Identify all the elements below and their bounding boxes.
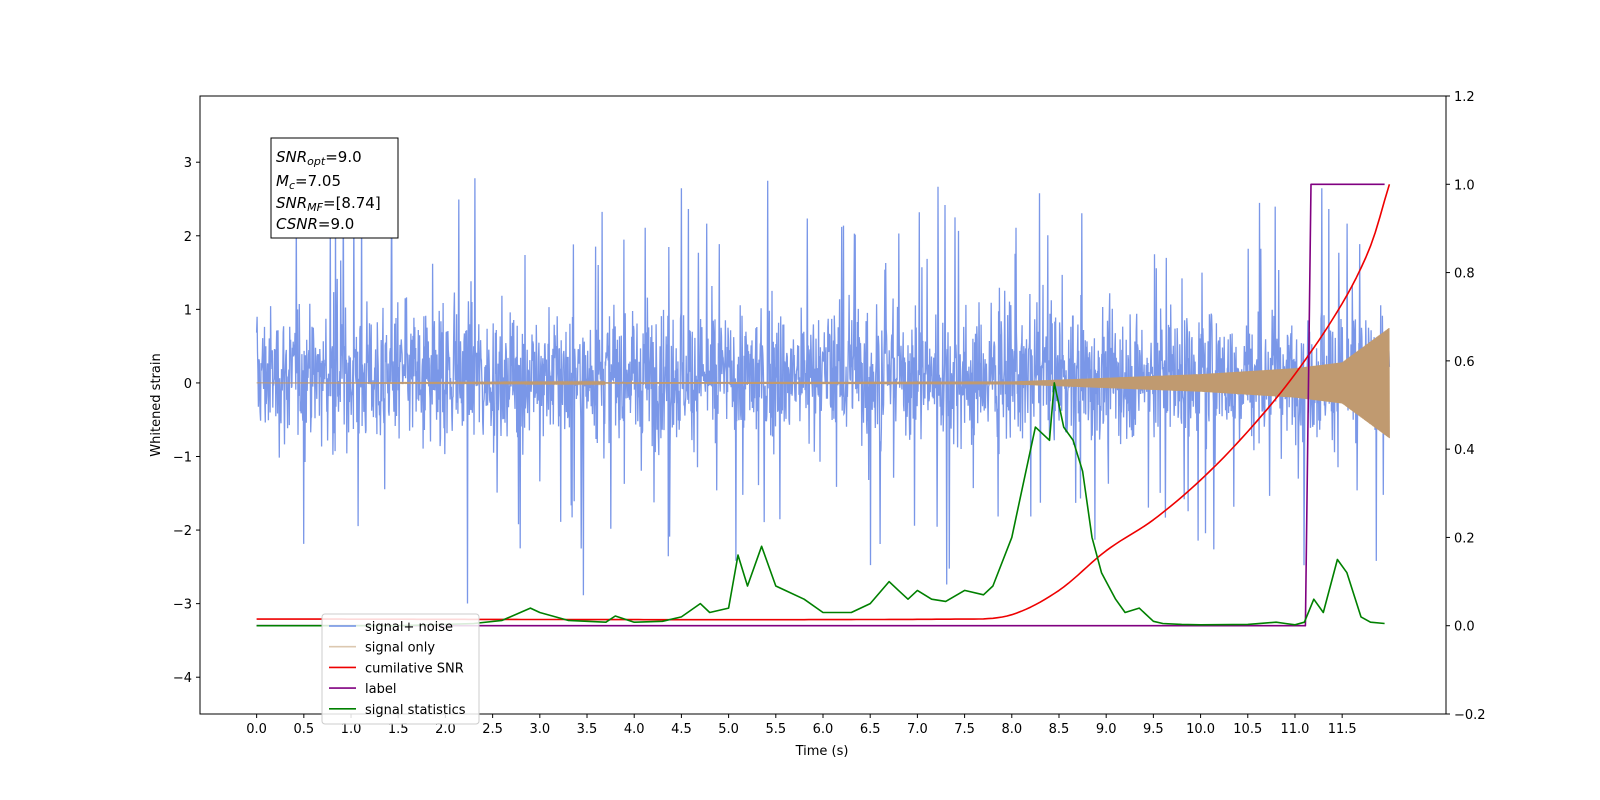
x-tick-label: 6.0 [813, 722, 834, 737]
y-tick-label: 3 [184, 156, 192, 171]
y-axis-label: Whitened strain [149, 353, 164, 456]
x-tick-label: 2.5 [482, 722, 503, 737]
x-tick-label: 9.0 [1096, 722, 1117, 737]
legend: signal+ noise signal only cumilative SNR la… [321, 613, 480, 725]
series-signal-only [256, 327, 1390, 439]
y-tick-label: −1 [173, 451, 192, 466]
y2-tick-label: 0.0 [1454, 620, 1475, 635]
y2-tick-label: 0.6 [1454, 355, 1475, 370]
info-csnr: CSNR=9.0 [276, 215, 354, 233]
info-box-frame [270, 137, 399, 239]
x-tick-label: 7.5 [954, 722, 975, 737]
x-tick-label: 3.5 [577, 722, 598, 737]
y-axis-right: 1.2 1.0 0.8 0.6 0.4 0.2 0.0 −0.2 [1446, 90, 1486, 723]
x-tick-label: 3.0 [529, 722, 550, 737]
x-tick-label: 5.0 [718, 722, 739, 737]
info-box: SNRopt=9.0 Mc=7.05 SNRMF=[8.74] CSNR=9.0 [270, 137, 399, 239]
x-tick-label: 6.5 [860, 722, 881, 737]
legend-label: label [365, 682, 396, 697]
info-mc: Mc=7.05 [276, 172, 341, 192]
y2-tick-label: −0.2 [1454, 708, 1486, 723]
y-tick-label: −4 [173, 671, 192, 686]
y-tick-label: −3 [173, 598, 192, 613]
series-signal-statistics [256, 382, 1385, 627]
x-tick-label: 1.0 [341, 722, 362, 737]
x-tick-label: 11.0 [1280, 722, 1309, 737]
x-tick-label: 10.5 [1233, 722, 1262, 737]
legend-frame [321, 613, 480, 725]
info-snr-mf: SNRMF=[8.74] [276, 194, 381, 214]
x-tick-label: 2.0 [435, 722, 456, 737]
legend-items: signal+ noise signal only cumilative SNR la… [329, 620, 466, 718]
y2-tick-label: 1.0 [1454, 178, 1475, 193]
legend-label: cumilative SNR [365, 661, 464, 676]
legend-label: signal+ noise [365, 620, 453, 635]
x-tick-label: 7.0 [907, 722, 928, 737]
y2-tick-label: 0.2 [1454, 531, 1475, 546]
y-tick-label: 2 [184, 230, 192, 245]
y-axis-left: 3 2 1 0 −1 −2 −3 −4 [173, 156, 200, 686]
x-tick-label: 10.0 [1186, 722, 1215, 737]
x-tick-label: 4.5 [671, 722, 692, 737]
legend-label: signal only [365, 641, 435, 656]
x-tick-label: 0.5 [293, 722, 314, 737]
x-tick-label: 8.5 [1049, 722, 1070, 737]
y-tick-label: −2 [173, 524, 192, 539]
y2-tick-label: 0.4 [1454, 443, 1475, 458]
legend-label: signal statistics [365, 703, 466, 718]
x-tick-label: 0.0 [246, 722, 267, 737]
x-tick-label: 9.5 [1143, 722, 1164, 737]
x-axis: 0.0 0.5 1.0 1.5 2.0 2.5 3.0 3.5 4.0 4.5 5.0 5.5 6.0 6… [246, 714, 1357, 737]
y-tick-label: 1 [184, 303, 192, 318]
y-tick-label: 0 [184, 377, 192, 392]
y2-tick-label: 0.8 [1454, 267, 1475, 282]
x-tick-label: 5.5 [765, 722, 786, 737]
series-label [256, 183, 1385, 627]
info-snr-opt: SNRopt=9.0 [276, 148, 362, 168]
x-tick-label: 11.5 [1328, 722, 1357, 737]
x-tick-label: 8.0 [1001, 722, 1022, 737]
y2-tick-label: 1.2 [1454, 90, 1475, 105]
x-tick-label: 4.0 [624, 722, 645, 737]
x-tick-label: 1.5 [388, 722, 409, 737]
series-signal-noise [255, 178, 1391, 604]
x-axis-label: Time (s) [795, 744, 849, 759]
